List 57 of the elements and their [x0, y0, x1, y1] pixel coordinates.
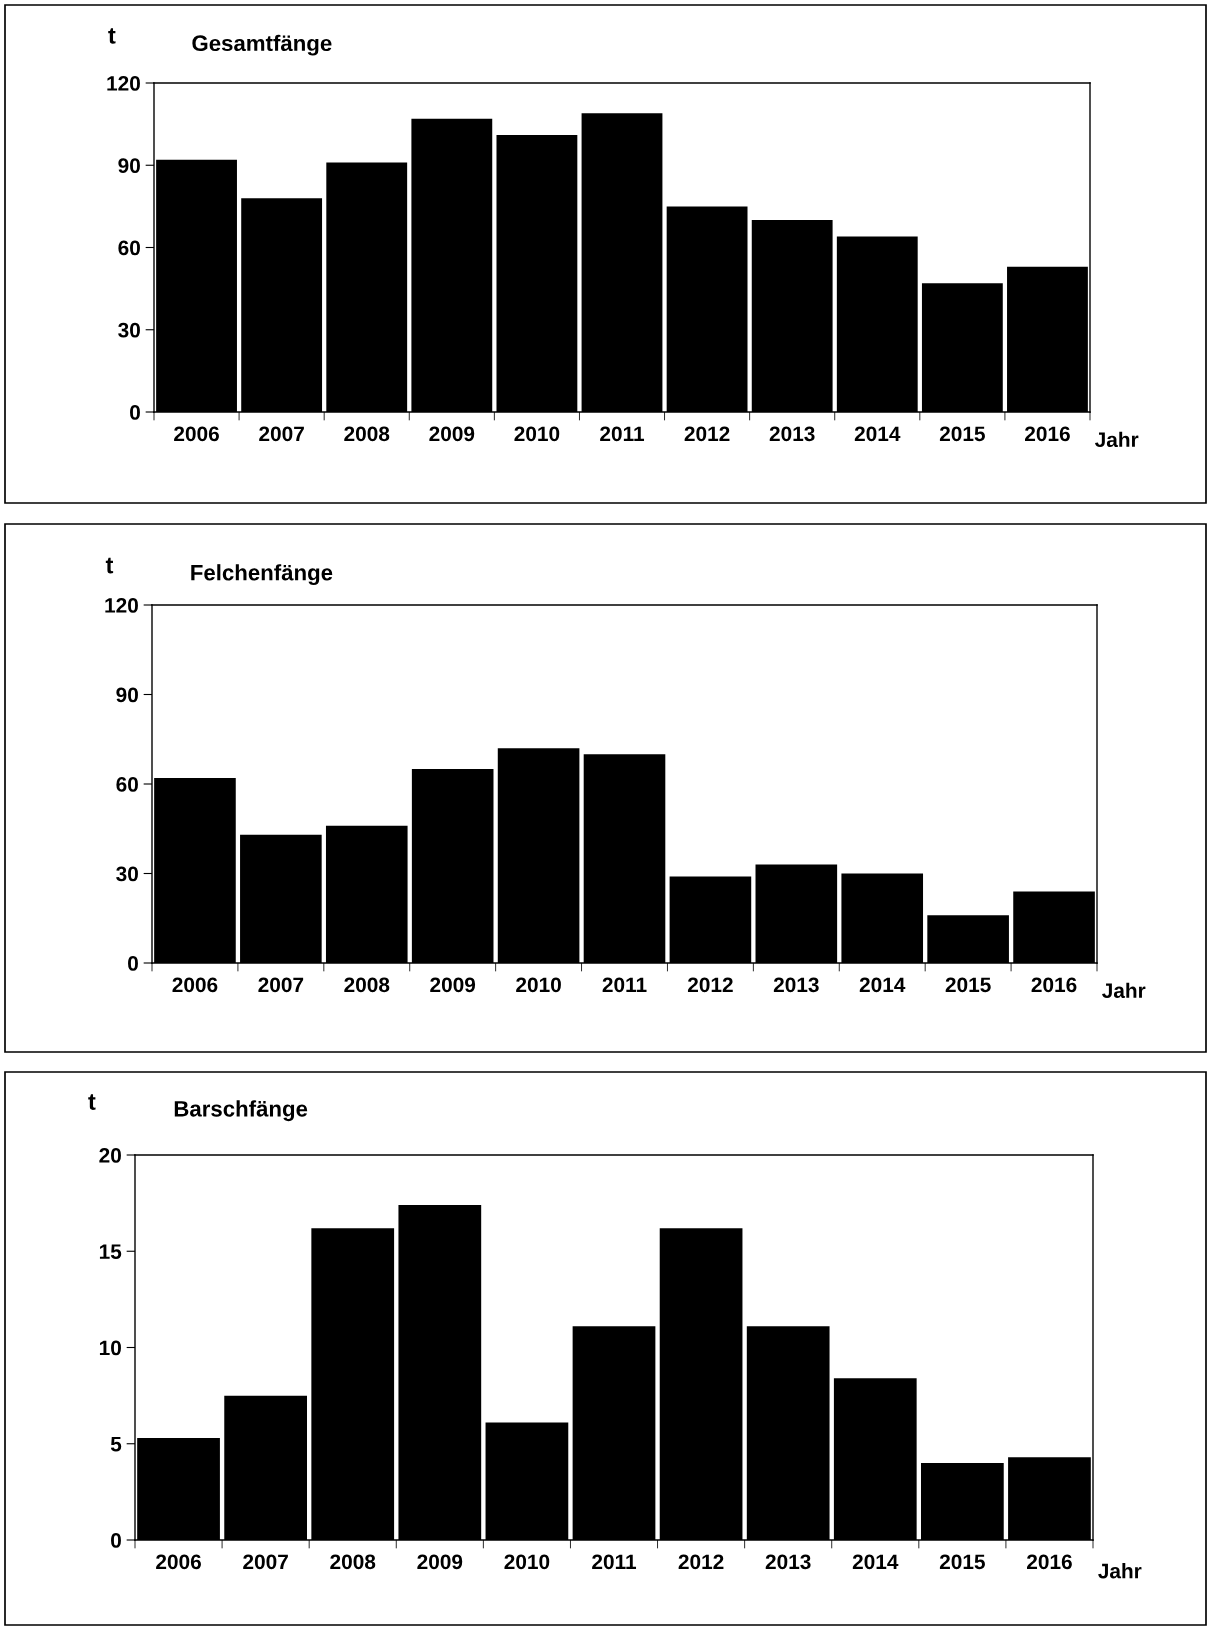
y-axis-title: t: [88, 1094, 96, 1110]
y-axis-title: t: [105, 557, 114, 574]
x-tick-label: 2010: [504, 1554, 550, 1570]
y-tick-label: 5: [110, 1436, 122, 1452]
x-tick-label: 2006: [156, 1554, 201, 1570]
x-tick-label: 2014: [852, 1554, 899, 1570]
x-tick-label: 2008: [344, 426, 390, 442]
y-tick-label: 0: [128, 956, 138, 971]
y-axis-title: t: [108, 28, 116, 44]
y-tick-label: 60: [118, 240, 140, 256]
x-tick-label: 2008: [330, 1554, 376, 1570]
x-tick-label: 2011: [602, 977, 647, 993]
chart-title: Barschfänge: [174, 1100, 308, 1122]
x-tick-label: 2015: [939, 426, 985, 442]
x-axis-title: Jahr: [1102, 982, 1146, 998]
x-tick-label: 2009: [429, 426, 475, 442]
x-tick-label: 2009: [417, 1554, 463, 1570]
x-tick-label: 2010: [514, 426, 560, 442]
x-tick-label: 2012: [687, 977, 733, 993]
y-tick-label: 30: [118, 322, 140, 338]
x-tick-label: 2011: [600, 426, 645, 442]
x-axis-title: Jahr: [1095, 431, 1139, 448]
y-tick-label: 10: [99, 1340, 121, 1356]
x-tick-label: 2012: [684, 426, 730, 442]
y-tick-label: 90: [118, 158, 140, 173]
y-tick-label: 90: [116, 687, 138, 703]
x-tick-label: 2011: [592, 1554, 637, 1570]
x-axis-title: Jahr: [1098, 1563, 1142, 1579]
x-tick-label: 2014: [854, 426, 901, 442]
x-tick-label: 2009: [430, 977, 476, 993]
x-tick-label: 2016: [1025, 426, 1070, 442]
x-tick-label: 2006: [172, 977, 218, 993]
chart-title: Felchenfänge: [191, 564, 333, 585]
x-tick-label: 2007: [258, 977, 304, 993]
y-tick-label: 120: [107, 76, 140, 91]
x-tick-label: 2014: [859, 977, 906, 993]
x-tick-label: 2016: [1031, 977, 1077, 993]
x-tick-label: 2016: [1027, 1554, 1072, 1570]
y-tick-label: 0: [111, 1533, 121, 1548]
y-tick-label: 60: [116, 777, 138, 792]
x-tick-label: 2006: [174, 426, 219, 442]
chart-title: Gesamtfänge: [192, 34, 332, 56]
x-tick-label: 2007: [259, 426, 304, 442]
x-tick-label: 2013: [773, 977, 819, 993]
x-tick-label: 2015: [939, 1554, 985, 1570]
y-tick-label: 0: [130, 405, 140, 420]
y-tick-label: 15: [99, 1244, 122, 1259]
y-tick-label: 30: [116, 866, 138, 882]
x-tick-label: 2013: [765, 1554, 811, 1570]
x-tick-label: 2015: [945, 977, 991, 993]
y-tick-label: 120: [105, 598, 138, 613]
x-tick-label: 2008: [344, 977, 390, 993]
x-tick-label: 2012: [678, 1554, 724, 1570]
x-tick-label: 2013: [769, 426, 815, 442]
x-tick-label: 2010: [516, 977, 561, 993]
x-tick-label: 2007: [243, 1554, 288, 1570]
y-tick-label: 20: [99, 1148, 121, 1163]
